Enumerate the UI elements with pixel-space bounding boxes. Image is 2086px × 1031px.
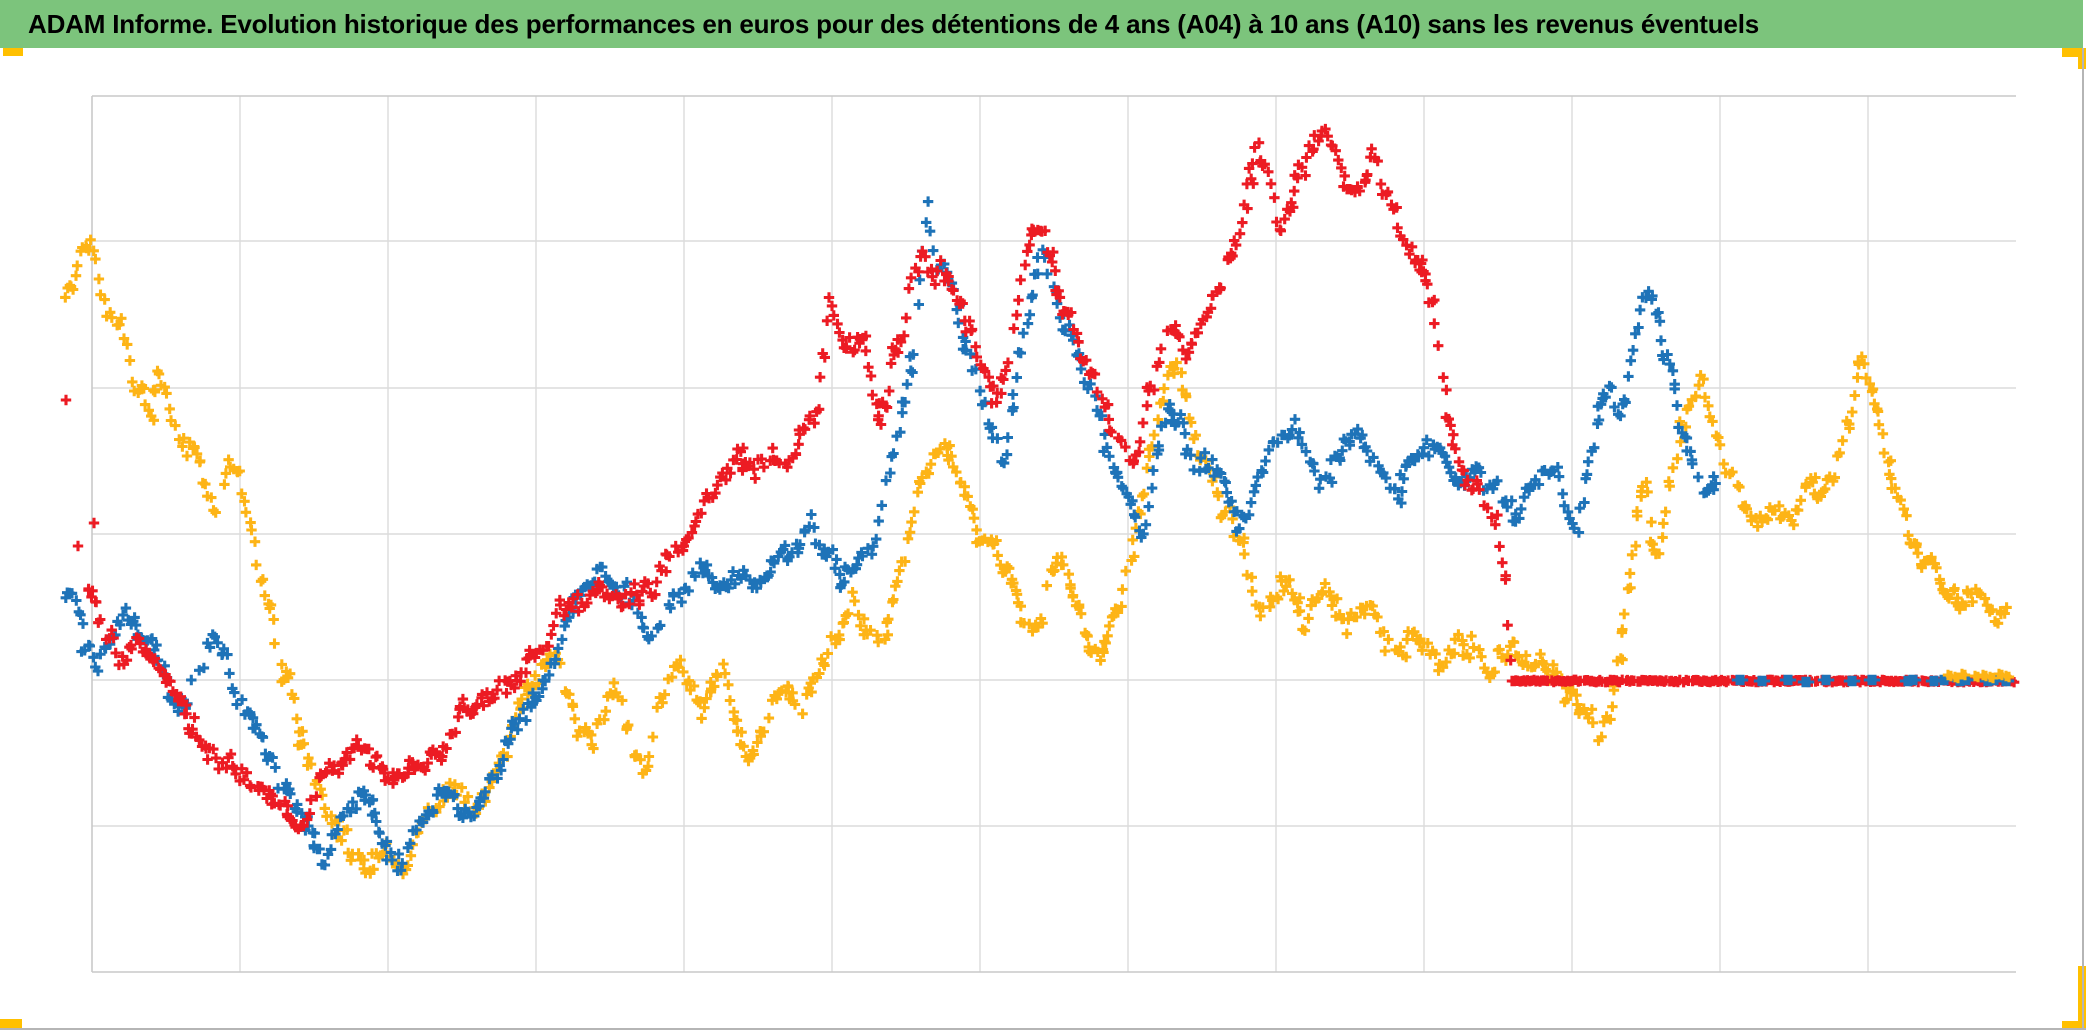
accent-rect bbox=[2062, 48, 2086, 57]
accent-rect bbox=[2062, 1021, 2086, 1030]
accent-rect bbox=[3, 48, 23, 56]
title-bar: ADAM Informe. Evolution historique des p… bbox=[0, 0, 2083, 48]
series-gold-series-points bbox=[60, 234, 2012, 880]
page-title: ADAM Informe. Evolution historique des p… bbox=[28, 8, 1759, 39]
accent-rect bbox=[0, 1019, 22, 1028]
frame-line-bottom bbox=[0, 1028, 2086, 1030]
flat-line-points bbox=[1506, 668, 2020, 688]
frame-line-right bbox=[2082, 48, 2084, 1030]
series-red-series-points bbox=[60, 123, 1516, 835]
series-blue-series-points bbox=[60, 196, 1721, 876]
